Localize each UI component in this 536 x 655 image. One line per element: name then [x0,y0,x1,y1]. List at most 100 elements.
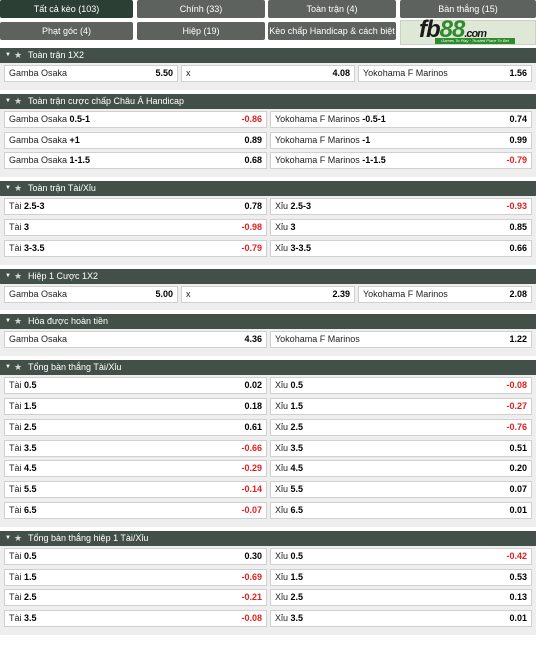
selection-label: Gamba Osaka [9,287,67,302]
market-section: ▼ ★ Toàn trận cược chấp Châu Á Handicap Gam… [0,93,536,178]
odds-selection-cell[interactable]: Xỉu 5.5 0.07 [270,481,532,499]
tab-corners[interactable]: Phạt góc (4) [0,22,133,40]
odds-selection-cell[interactable]: Yokohama F Marinos 1.22 [270,331,532,349]
favorite-star-icon[interactable]: ★ [14,183,23,194]
selection-line: 3-3.5 [24,242,45,253]
favorite-star-icon[interactable]: ★ [14,95,23,106]
favorite-star-icon[interactable]: ★ [14,532,23,543]
selection-name: Xỉu [275,463,291,474]
odds-value: -0.86 [241,113,262,124]
odds-value: 0.07 [509,484,527,495]
odds-selection-cell[interactable]: Yokohama F Marinos -1 0.99 [270,131,532,149]
odds-selection-cell[interactable]: Tài 2.5 0.61 [4,418,267,436]
favorite-star-icon[interactable]: ★ [14,50,23,60]
odds-selection-cell[interactable]: Yokohama F Marinos -1-1.5 -0.79 [270,152,532,170]
odds-selection-cell[interactable]: Yokohama F Marinos 2.08 [358,285,532,303]
odds-selection-cell[interactable]: Xỉu 2.5 0.13 [270,589,532,607]
odds-selection-cell[interactable]: Tài 6.5 -0.07 [4,501,267,519]
odds-selection-cell[interactable]: Tài 0.5 0.02 [4,377,267,395]
selection-name: Xỉu [275,221,291,232]
odds-selection-cell[interactable]: Gamba Osaka +1 0.89 [4,131,267,149]
odds-selection-cell[interactable]: Xỉu 1.5 -0.27 [270,397,532,415]
odds-value: -0.66 [241,442,262,453]
selection-label: Tài 3 [9,220,29,235]
market-section-header[interactable]: ▼ ★ Hòa được hoàn tiền [0,314,536,330]
odds-selection-cell[interactable]: Tài 1.5 -0.69 [4,568,267,586]
collapse-arrow-icon[interactable]: ▼ [5,318,11,325]
odds-selection-cell[interactable]: Gamba Osaka 5.00 [4,285,178,303]
odds-selection-cell[interactable]: Gamba Osaka 4.36 [4,331,267,349]
favorite-star-icon[interactable]: ★ [14,316,23,327]
market-odds-grid: Gamba Osaka 0.5-1 -0.86 Yokohama F Marinos… [0,108,536,178]
selection-line: 1.5 [24,400,37,411]
odds-selection-cell[interactable]: Xỉu 0.5 -0.42 [270,547,532,565]
odds-selection-cell[interactable]: Xỉu 0.5 -0.08 [270,377,532,395]
odds-value: 4.36 [244,334,262,345]
market-section-header[interactable]: ▼ ★ Toàn trận cược chấp Châu Á Handicap [0,93,536,109]
odds-selection-cell[interactable]: Tài 3 -0.98 [4,218,267,236]
odds-selection-cell[interactable]: Xỉu 3.5 0.51 [270,439,532,457]
selection-line: 0.5 [290,380,304,391]
odds-selection-cell[interactable]: Xỉu 2.5 -0.76 [270,418,532,436]
odds-selection-cell[interactable]: Gamba Osaka 5.50 [4,65,178,82]
selection-label: Tài 5.5 [9,482,37,497]
collapse-arrow-icon[interactable]: ▼ [5,364,11,371]
odds-selection-cell[interactable]: Gamba Osaka 0.5-1 -0.86 [4,110,267,128]
selection-label: Yokohama F Marinos -0.5-1 [275,112,386,127]
market-section-header[interactable]: ▼ ★ Tổng bàn thắng hiệp 1 Tài/Xỉu [0,530,536,546]
logo-tagline: Games To Play · Trusted Place To Bet [435,38,515,44]
market-section-header[interactable]: ▼ ★ Hiệp 1 Cược 1X2 [0,268,536,284]
odds-selection-cell[interactable]: Xỉu 2.5-3 -0.93 [270,198,532,216]
odds-selection-cell[interactable]: Yokohama F Marinos -0.5-1 0.74 [270,110,532,128]
odds-selection-cell[interactable]: x 4.08 [181,65,355,82]
selection-name: Tài [9,201,25,212]
tab-all-markets[interactable]: Tất cả kèo (103) [0,0,133,18]
odds-selection-cell[interactable]: Xỉu 3-3.5 0.66 [270,239,532,257]
favorite-star-icon[interactable]: ★ [14,270,23,281]
odds-selection-cell[interactable]: Tài 2.5 -0.21 [4,589,267,607]
odds-selection-cell[interactable]: Xỉu 6.5 0.01 [270,501,532,519]
collapse-arrow-icon[interactable]: ▼ [5,534,11,541]
odds-value: 0.89 [244,134,262,145]
collapse-arrow-icon[interactable]: ▼ [5,97,11,104]
odds-selection-cell[interactable]: Xỉu 1.5 0.53 [270,568,532,586]
market-title: Hiệp 1 Cược 1X2 [28,270,98,281]
odds-selection-cell[interactable]: Xỉu 3.5 0.01 [270,610,532,628]
odds-value: -0.79 [241,242,262,253]
odds-selection-cell[interactable]: Tài 0.5 0.30 [4,547,267,565]
odds-selection-cell[interactable]: x 2.39 [181,285,355,303]
market-section-header[interactable]: ▼ ★ Toàn trận Tài/Xỉu [0,181,536,197]
odds-selection-cell[interactable]: Tài 4.5 -0.29 [4,460,267,478]
collapse-arrow-icon[interactable]: ▼ [5,272,11,279]
odds-selection-cell[interactable]: Tài 3.5 -0.66 [4,439,267,457]
tab-full-match[interactable]: Toàn trận (4) [268,0,396,18]
tab-half[interactable]: Hiệp (19) [137,22,265,40]
odds-selection-cell[interactable]: Yokohama F Marinos 1.56 [358,65,532,82]
collapse-arrow-icon[interactable]: ▼ [5,52,11,58]
odds-selection-cell[interactable]: Gamba Osaka 1-1.5 0.68 [4,152,267,170]
odds-selection-cell[interactable]: Tài 1.5 0.18 [4,397,267,415]
odds-selection-cell[interactable]: Tài 5.5 -0.14 [4,481,267,499]
tab-goals[interactable]: Bàn thắng (15) [400,0,536,18]
favorite-star-icon[interactable]: ★ [14,362,23,373]
selection-name: Xỉu [275,592,291,603]
odds-selection-cell[interactable]: Tài 3-3.5 -0.79 [4,239,267,257]
selection-line: 2.5-3 [24,201,45,212]
market-title: Toàn trận cược chấp Châu Á Handicap [28,95,185,106]
odds-selection-cell[interactable]: Xỉu 4.5 0.20 [270,460,532,478]
odds-selection-cell[interactable]: Xỉu 3 0.85 [270,218,532,236]
market-filter-tabs: Tất cả kèo (103) Chính (33) Toàn trận (4… [0,0,536,54]
odds-value: -0.27 [506,400,527,411]
selection-name: Xỉu [275,613,291,624]
market-title: Tổng bàn thắng Tài/Xỉu [28,362,122,373]
odds-selection-cell[interactable]: Tài 3.5 -0.08 [4,610,267,628]
market-odds-grid: Tài 0.5 0.30 Xỉu 0.5 -0.42 Tài 1.5 -0.69 Xỉu 1… [0,545,536,635]
selection-label: Xỉu 3.5 [275,611,303,626]
odds-value: 0.01 [509,613,527,624]
odds-selection-cell[interactable]: Tài 2.5-3 0.78 [4,198,267,216]
odds-value: -0.69 [241,571,262,582]
market-section-header[interactable]: ▼ ★ Toàn trận 1X2 [0,48,536,63]
tab-main[interactable]: Chính (33) [137,0,265,18]
collapse-arrow-icon[interactable]: ▼ [5,185,11,192]
market-section-header[interactable]: ▼ ★ Tổng bàn thắng Tài/Xỉu [0,360,536,376]
